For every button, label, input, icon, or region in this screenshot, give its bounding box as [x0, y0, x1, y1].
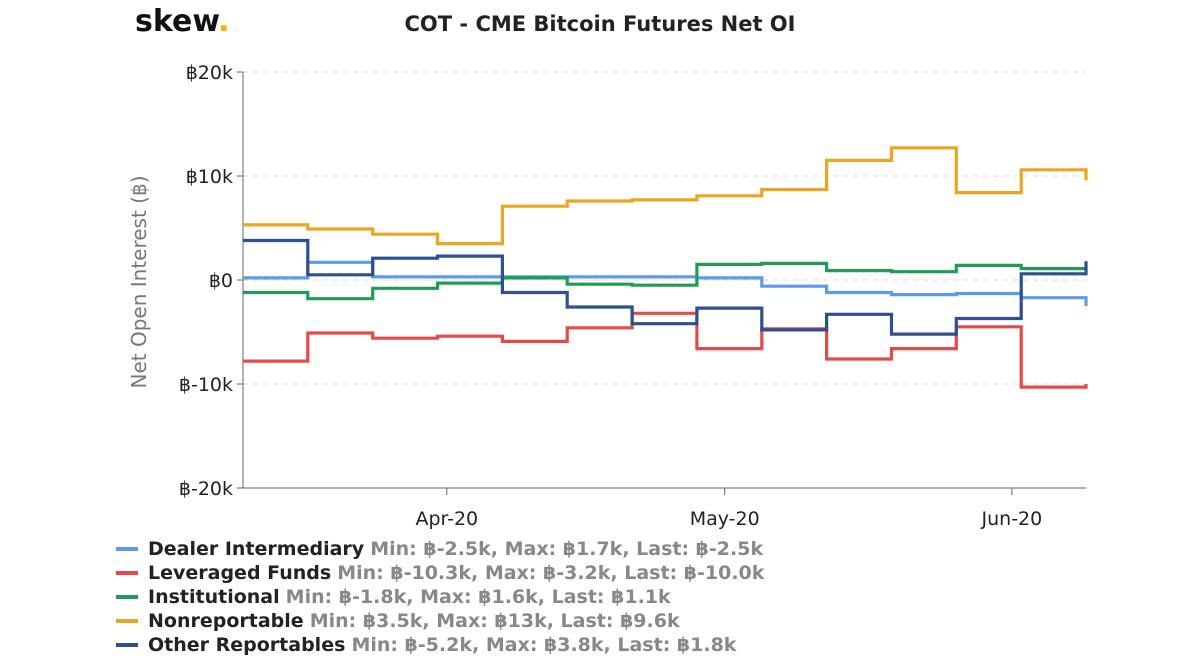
legend-item[interactable]: Other Reportables Min: ฿-5.2k, Max: ฿3.8…: [116, 634, 737, 656]
legend-series-stats: Min: ฿-10.3k, Max: ฿-3.2k, Last: ฿-10.0k: [337, 562, 765, 584]
axes: ฿20k ฿10k ฿0 ฿-10k ฿-20k Apr-20 May-20 Jun-20: [179, 62, 1086, 530]
legend-label: Institutional Min: ฿-1.8k, Max: ฿1.6k, L…: [148, 586, 671, 608]
legend-series-name: Institutional: [148, 586, 280, 608]
x-tick-label: May-20: [690, 508, 760, 530]
series-line-other-reportables: [243, 238, 1088, 336]
y-tick-label: ฿0: [209, 270, 233, 292]
series-line-nonreportable: [243, 146, 1088, 246]
legend-label: Nonreportable Min: ฿3.5k, Max: ฿13k, Las…: [148, 610, 680, 632]
y-tick-label: ฿-20k: [179, 478, 233, 500]
y-tick-label: ฿10k: [186, 166, 233, 188]
logo-dot: .: [218, 4, 229, 39]
legend-item[interactable]: Dealer Intermediary Min: ฿-2.5k, Max: ฿1…: [116, 538, 763, 560]
legend-series-stats: Min: ฿-1.8k, Max: ฿1.6k, Last: ฿1.1k: [286, 586, 671, 608]
series-lines: [243, 146, 1088, 389]
legend-series-stats: Min: ฿3.5k, Max: ฿13k, Last: ฿9.6k: [310, 610, 680, 632]
x-tick-label: Jun-20: [981, 508, 1043, 530]
y-tick-label: ฿20k: [186, 62, 233, 84]
y-axis-label: Net Open Interest (฿): [127, 176, 151, 389]
legend-label: Leveraged Funds Min: ฿-10.3k, Max: ฿-3.2…: [148, 562, 765, 584]
legend-series-name: Nonreportable: [148, 610, 304, 632]
y-tick-label: ฿-10k: [179, 374, 233, 396]
series-line-institutional: [243, 261, 1086, 301]
legend-label: Other Reportables Min: ฿-5.2k, Max: ฿3.8…: [148, 634, 737, 656]
legend-series-name: Other Reportables: [148, 634, 345, 656]
legend-item[interactable]: Nonreportable Min: ฿3.5k, Max: ฿13k, Las…: [116, 610, 680, 632]
legend-series-stats: Min: ฿-2.5k, Max: ฿1.7k, Last: ฿-2.5k: [370, 538, 763, 560]
legend-series-name: Leveraged Funds: [148, 562, 331, 584]
logo-text: skew: [135, 4, 219, 39]
legend-series-name: Dealer Intermediary: [148, 538, 365, 560]
legend-series-stats: Min: ฿-5.2k, Max: ฿3.8k, Last: ฿1.8k: [351, 634, 736, 656]
logo: skew.: [135, 4, 230, 39]
legend-item[interactable]: Institutional Min: ฿-1.8k, Max: ฿1.6k, L…: [116, 586, 671, 608]
chart-title: COT - CME Bitcoin Futures Net OI: [405, 12, 796, 36]
legend-label: Dealer Intermediary Min: ฿-2.5k, Max: ฿1…: [148, 538, 763, 560]
legend: Dealer Intermediary Min: ฿-2.5k, Max: ฿1…: [116, 538, 765, 656]
x-tick-label: Apr-20: [415, 508, 478, 530]
grid: [243, 71, 1086, 385]
svg-text:skew.: skew.: [135, 4, 230, 39]
legend-item[interactable]: Leveraged Funds Min: ฿-10.3k, Max: ฿-3.2…: [116, 562, 765, 584]
